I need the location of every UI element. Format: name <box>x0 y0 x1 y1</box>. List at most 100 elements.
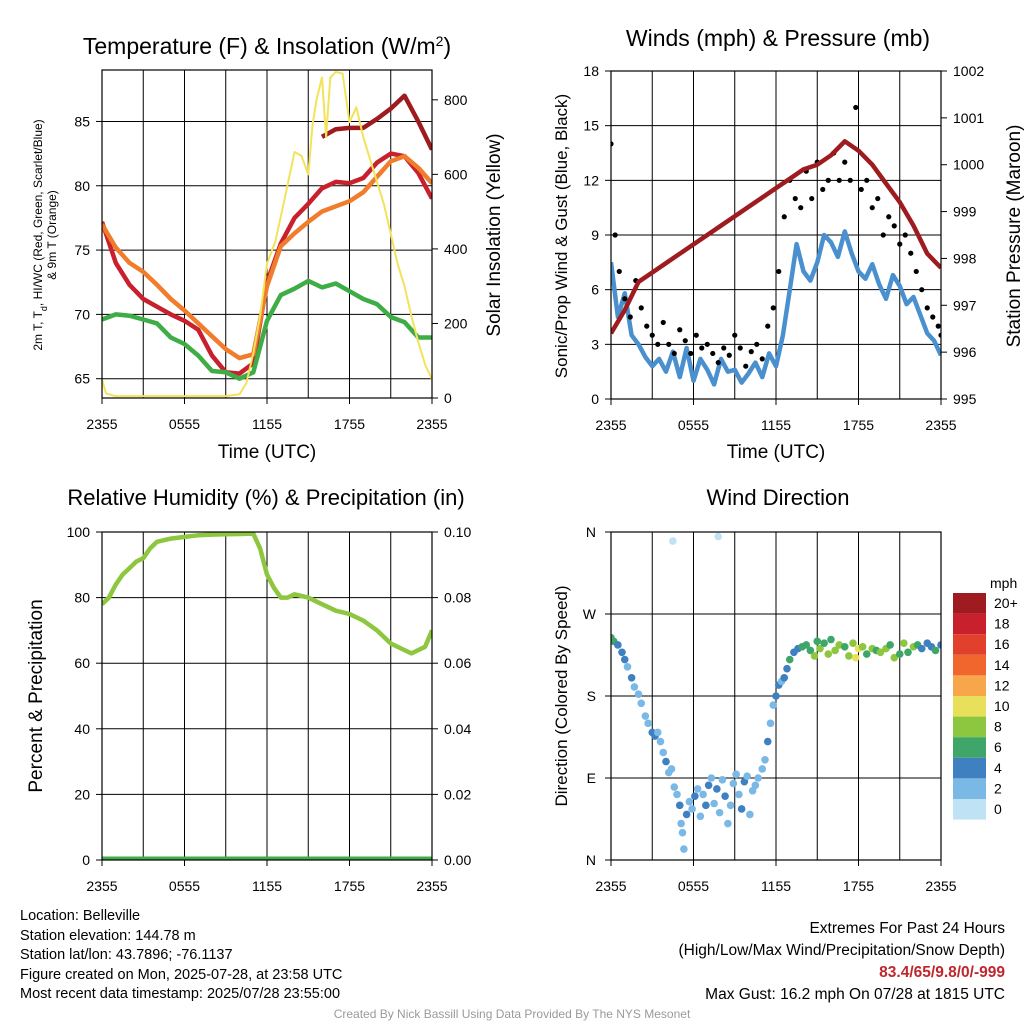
direction-point <box>670 783 679 791</box>
direction-point <box>751 781 760 790</box>
gust-point <box>622 296 628 302</box>
colorbar-label: 8 <box>994 719 1002 735</box>
colorbar-title: mph <box>990 575 1017 591</box>
gust-point <box>754 341 760 347</box>
gust-point <box>908 250 914 256</box>
extremes-title: Extremes For Past 24 Hours <box>809 920 1005 937</box>
direction-point <box>780 673 789 682</box>
recent-text: Most recent data timestamp: 2025/07/28 2… <box>20 986 341 1003</box>
colorbar-label: 10 <box>994 698 1010 714</box>
location-text: Location: Belleville <box>20 908 141 924</box>
gust-point <box>836 177 842 183</box>
gust-point <box>781 214 787 220</box>
y-tick-label: 100 <box>67 524 91 540</box>
winds-ylabel: Sonic/Prop Wind & Gust (Blue, Black) <box>552 94 571 378</box>
direction-point <box>673 790 681 799</box>
colorbar-label: 4 <box>994 760 1002 776</box>
gust-point <box>886 214 892 220</box>
x-tick-label: 1755 <box>334 416 365 432</box>
gust-point <box>655 341 661 347</box>
direction-point <box>824 650 833 658</box>
y-tick-label: 70 <box>74 306 90 322</box>
y2-tick-label: 0.04 <box>444 721 471 737</box>
y-tick-label: 75 <box>74 242 90 258</box>
plot-frame <box>610 70 942 400</box>
x-tick-label: 1155 <box>761 878 791 894</box>
direction-point <box>637 699 646 708</box>
y2-tick-label: 0 <box>444 390 452 406</box>
gust-point <box>743 363 749 369</box>
temperature-ylabel-line2: & 9m T (Orange) <box>45 190 59 280</box>
gust-point <box>677 327 683 333</box>
gust-point <box>682 338 688 344</box>
gust-point <box>853 104 859 111</box>
direction-point <box>937 641 941 649</box>
direction-point <box>743 772 751 780</box>
winds-xlabel: Time (UTC) <box>727 442 826 463</box>
solar-ylabel: Solar Insolation (Yellow) <box>484 133 505 336</box>
direction-point <box>641 712 650 720</box>
gust-point <box>858 186 864 193</box>
gust-point <box>704 341 710 347</box>
colorbar-swatch <box>953 716 986 738</box>
direction-point <box>680 845 688 853</box>
direction-point <box>737 805 746 813</box>
direction-point <box>917 644 926 653</box>
y2-tick-label: 997 <box>953 297 977 313</box>
y-tick-label: 20 <box>74 786 90 802</box>
x-tick-label: 1155 <box>252 416 282 432</box>
gust-point <box>891 223 897 229</box>
figure-canvas: Temperature (F) & Insolation (W/m2) 2355… <box>26 25 1024 894</box>
colorbar-label: 16 <box>994 636 1010 652</box>
gust-point <box>611 141 614 147</box>
direction-point <box>785 655 794 664</box>
y-tick-label: 60 <box>74 655 90 671</box>
direction-point <box>876 648 885 657</box>
pressure-line <box>611 139 941 335</box>
colorbar-swatch <box>953 757 986 779</box>
plot-frame <box>101 531 433 861</box>
gust-point <box>715 359 721 366</box>
gust-point <box>616 268 622 275</box>
gust-point <box>897 241 903 247</box>
y2-tick-label: 0.10 <box>444 524 471 540</box>
gust-point <box>935 323 941 329</box>
x-tick-label: 1755 <box>334 878 365 894</box>
direction-point <box>862 650 871 658</box>
direction-point <box>895 650 904 658</box>
x-tick-label: 0555 <box>678 878 709 894</box>
y-tick-label: S <box>587 688 596 704</box>
temperature-plot: 2355 0555 1155 1755 2355 65 70 75 80 85 0 200 400 600… <box>74 69 468 432</box>
gust-point <box>880 232 886 238</box>
humidity-plot: 2355 0555 1155 1755 2355 0 20 40 60 80 100 0.00 0.02… <box>67 524 472 894</box>
gust-point <box>748 349 754 355</box>
direction-point <box>849 639 857 647</box>
gust-point <box>930 314 936 320</box>
direction-point <box>691 792 699 801</box>
extremes-description: (High/Low/Max Wind/Precipitation/Snow De… <box>678 942 1006 959</box>
direction-point <box>931 646 940 655</box>
gust-point <box>842 159 848 165</box>
plot-area <box>102 532 432 860</box>
direction-point <box>667 765 676 773</box>
direction-point <box>851 653 860 662</box>
temperature-xlabel: Time (UTC) <box>218 442 317 463</box>
x-tick-label: 0555 <box>169 416 200 432</box>
winds-title: Winds (mph) & Pressure (mb) <box>626 25 930 51</box>
direction-point <box>802 641 811 649</box>
direction-point <box>813 637 822 646</box>
credit-text: Created By Nick Bassill Using Data Provi… <box>333 1007 691 1021</box>
wind-direction-panel: Wind Direction 2355 0555 1155 1755 2355 N E S W N… <box>552 485 1018 894</box>
direction-point <box>704 781 713 790</box>
direction-point <box>769 701 778 709</box>
colorbar-label: 18 <box>994 616 1010 632</box>
humidity-ylabel: Percent & Precipitation <box>26 599 47 792</box>
y2-tick-label: 800 <box>444 92 468 108</box>
colorbar-swatch <box>953 613 986 635</box>
y2-tick-label: 0.08 <box>444 590 471 606</box>
direction-point <box>644 719 652 728</box>
direction-point <box>721 792 729 801</box>
direction-point <box>693 785 702 793</box>
gust-point <box>847 177 853 183</box>
y2-tick-label: 600 <box>444 166 468 182</box>
